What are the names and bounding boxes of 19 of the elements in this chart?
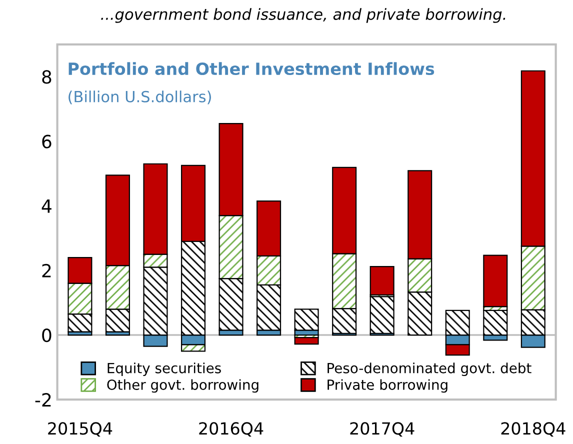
y-tick-label: -2 — [35, 393, 51, 406]
x-tick-label: 2015Q4 — [48, 422, 112, 437]
y-tick-label: 0 — [42, 328, 52, 342]
text: (Billion U.S.dollars) — [68, 90, 211, 104]
y-tick-label: 2 — [42, 264, 51, 278]
text: Portfolio and Other Investment Inflows — [68, 62, 434, 76]
y-tick-label: 8 — [42, 70, 52, 84]
legend-label: Peso-denominated govt. debt — [328, 362, 532, 376]
bar — [294, 337, 319, 345]
text: ...government bond issuance, and private borrowing. — [101, 8, 506, 23]
y-tick-label: 4 — [42, 200, 52, 213]
legend-label: Other govt. borrowing — [107, 379, 258, 393]
x-tick-label: 2017Q4 — [350, 422, 414, 437]
legend-label: Equity securities — [108, 362, 221, 376]
y-tick-label: 6 — [42, 134, 52, 148]
legend-label: Private borrowing — [328, 379, 448, 393]
x-tick-label: 2018Q4 — [501, 422, 566, 437]
bar — [483, 254, 508, 308]
x-tick-label: 2016Q4 — [199, 422, 264, 437]
